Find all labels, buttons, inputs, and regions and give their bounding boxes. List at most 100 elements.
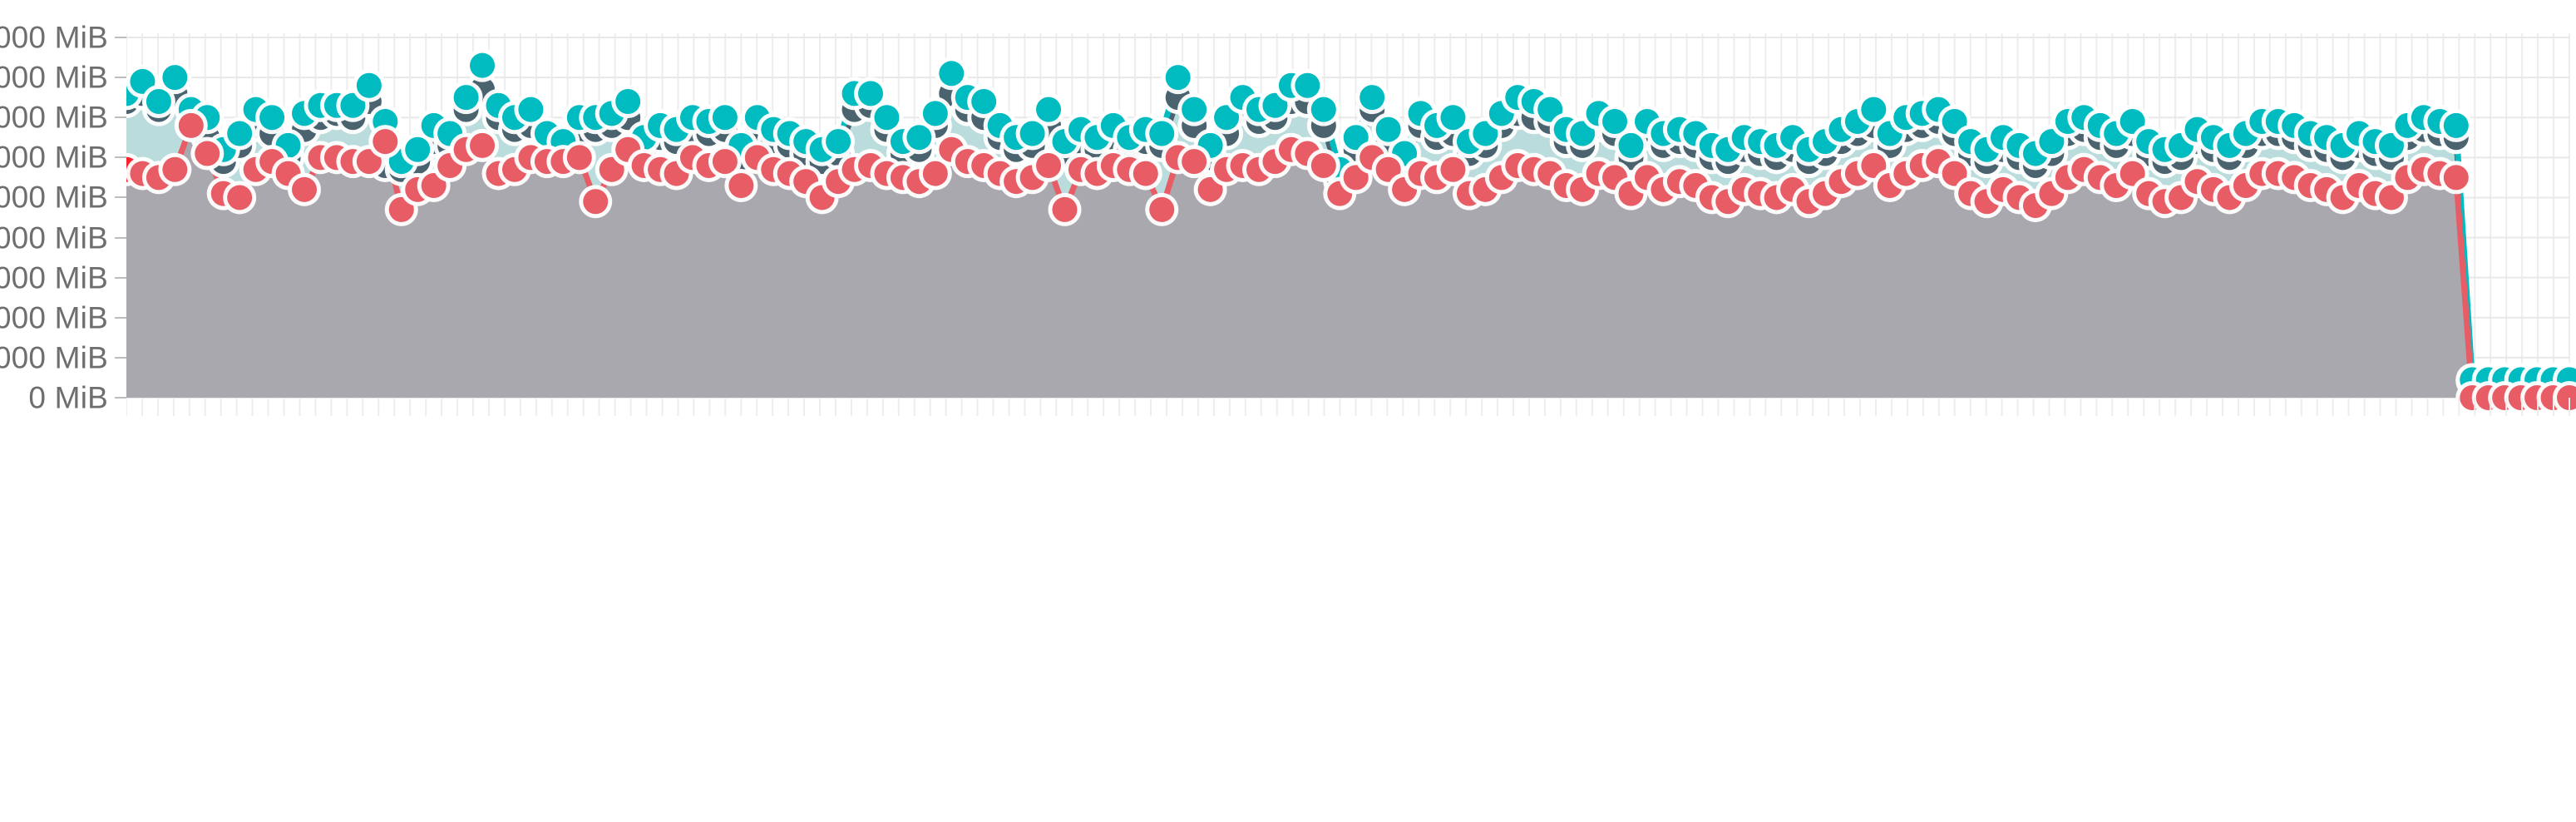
data-point-max[interactable] <box>1182 97 1207 122</box>
data-point-min[interactable] <box>2378 185 2404 210</box>
chart-svg[interactable] <box>126 0 2576 822</box>
data-point-max[interactable] <box>1360 85 1385 111</box>
data-point-max[interactable] <box>356 72 382 98</box>
data-point-max[interactable] <box>1165 65 1191 91</box>
data-point-max[interactable] <box>874 105 900 131</box>
data-point-min[interactable] <box>356 149 382 175</box>
y-axis-tick-mark <box>115 276 126 279</box>
data-point-min[interactable] <box>470 132 496 158</box>
data-point-min[interactable] <box>566 145 592 171</box>
data-point-min[interactable] <box>162 156 188 182</box>
data-point-max[interactable] <box>1262 92 1288 118</box>
y-axis-tick-mark <box>115 77 126 79</box>
data-point-max[interactable] <box>1473 121 1498 146</box>
data-point-max[interactable] <box>405 136 431 162</box>
data-point-max[interactable] <box>453 85 479 111</box>
data-point-max[interactable] <box>922 101 948 126</box>
data-point-min[interactable] <box>712 149 738 175</box>
data-point-min[interactable] <box>2120 161 2145 186</box>
data-point-max[interactable] <box>858 81 884 106</box>
y-axis-tick-mark <box>115 37 126 38</box>
data-point-max[interactable] <box>1375 116 1401 142</box>
y-axis-tick-mark <box>115 356 126 359</box>
data-point-max[interactable] <box>906 125 932 151</box>
y-axis-tick-mark <box>115 397 126 399</box>
data-point-min[interactable] <box>178 112 204 138</box>
data-point-max[interactable] <box>162 65 188 91</box>
data-point-max[interactable] <box>1942 109 1967 135</box>
data-point-max[interactable] <box>1310 97 1336 122</box>
data-point-max[interactable] <box>1343 125 1369 151</box>
data-point-min[interactable] <box>599 156 624 182</box>
data-point-max[interactable] <box>1019 121 1045 146</box>
data-point-max[interactable] <box>971 88 997 114</box>
data-point-max[interactable] <box>1214 105 1240 131</box>
data-point-max[interactable] <box>939 61 965 87</box>
y-axis-tick-label: 30000 MiB <box>0 260 108 295</box>
data-point-min[interactable] <box>1440 156 1466 182</box>
data-point-min[interactable] <box>1310 152 1336 178</box>
y-axis-tick-label: 20000 MiB <box>0 300 108 335</box>
data-point-max[interactable] <box>130 68 155 94</box>
y-axis-tick-label: 0 MiB <box>28 380 108 415</box>
data-point-max[interactable] <box>1440 105 1466 131</box>
data-point-max[interactable] <box>1295 72 1320 98</box>
y-axis-tick-mark <box>115 316 126 319</box>
data-point-min[interactable] <box>1052 196 1078 222</box>
data-point-max[interactable] <box>518 97 544 122</box>
plot-area[interactable] <box>126 0 2576 822</box>
data-point-min[interactable] <box>1197 176 1223 202</box>
data-point-max[interactable] <box>340 92 366 118</box>
data-point-min[interactable] <box>1861 152 1887 178</box>
y-axis-tick-mark <box>115 196 126 199</box>
y-axis-tick-mark <box>115 236 126 239</box>
data-point-min[interactable] <box>1182 149 1207 175</box>
data-point-max[interactable] <box>1602 109 1628 135</box>
data-point-min[interactable] <box>583 189 609 215</box>
y-axis-tick-mark <box>115 116 126 119</box>
data-point-max[interactable] <box>1036 97 1062 122</box>
data-point-min[interactable] <box>922 161 948 186</box>
y-axis-tick-mark <box>115 156 126 159</box>
y-axis-tick-label: 70000 MiB <box>0 100 108 135</box>
data-point-min[interactable] <box>421 173 447 199</box>
data-point-max[interactable] <box>2378 132 2404 158</box>
data-point-max[interactable] <box>259 105 285 131</box>
data-point-max[interactable] <box>2039 129 2065 155</box>
data-point-min[interactable] <box>1375 156 1401 182</box>
y-axis-tick-label: 60000 MiB <box>0 140 108 175</box>
data-point-max[interactable] <box>712 105 738 131</box>
x-axis-tickmarks <box>126 398 2570 416</box>
data-point-min[interactable] <box>1133 161 1158 186</box>
data-point-min[interactable] <box>195 141 220 166</box>
y-axis: 0 MiB 10000 MiB 20000 MiB 30000 MiB 40000 Mi… <box>0 0 126 822</box>
y-axis-tick-label: 90000 MiB <box>0 20 108 55</box>
data-point-max[interactable] <box>1861 97 1887 122</box>
data-point-min[interactable] <box>388 196 414 222</box>
data-point-max[interactable] <box>2443 112 2469 138</box>
series-markers[interactable] <box>126 48 2576 414</box>
data-point-min[interactable] <box>1149 196 1175 222</box>
data-point-max[interactable] <box>826 129 851 155</box>
data-point-min[interactable] <box>2443 165 2469 191</box>
y-axis-tick-label: 40000 MiB <box>0 220 108 255</box>
data-point-max[interactable] <box>615 88 641 114</box>
data-point-min[interactable] <box>292 176 318 202</box>
data-point-max[interactable] <box>470 52 496 78</box>
data-point-max[interactable] <box>2120 109 2145 135</box>
data-point-max[interactable] <box>1537 97 1563 122</box>
data-point-max[interactable] <box>146 88 171 114</box>
data-point-max[interactable] <box>1149 121 1175 146</box>
data-point-min[interactable] <box>2557 385 2576 410</box>
data-point-min[interactable] <box>728 173 754 199</box>
data-point-min[interactable] <box>1942 161 1967 186</box>
data-point-max[interactable] <box>1570 121 1596 146</box>
data-point-min[interactable] <box>1343 165 1369 191</box>
data-point-min[interactable] <box>1036 152 1062 178</box>
y-axis-tick-label: 10000 MiB <box>0 340 108 375</box>
data-point-min[interactable] <box>227 185 253 210</box>
data-point-max[interactable] <box>1618 132 1644 158</box>
data-point-max[interactable] <box>227 121 253 146</box>
data-point-min[interactable] <box>373 129 398 155</box>
